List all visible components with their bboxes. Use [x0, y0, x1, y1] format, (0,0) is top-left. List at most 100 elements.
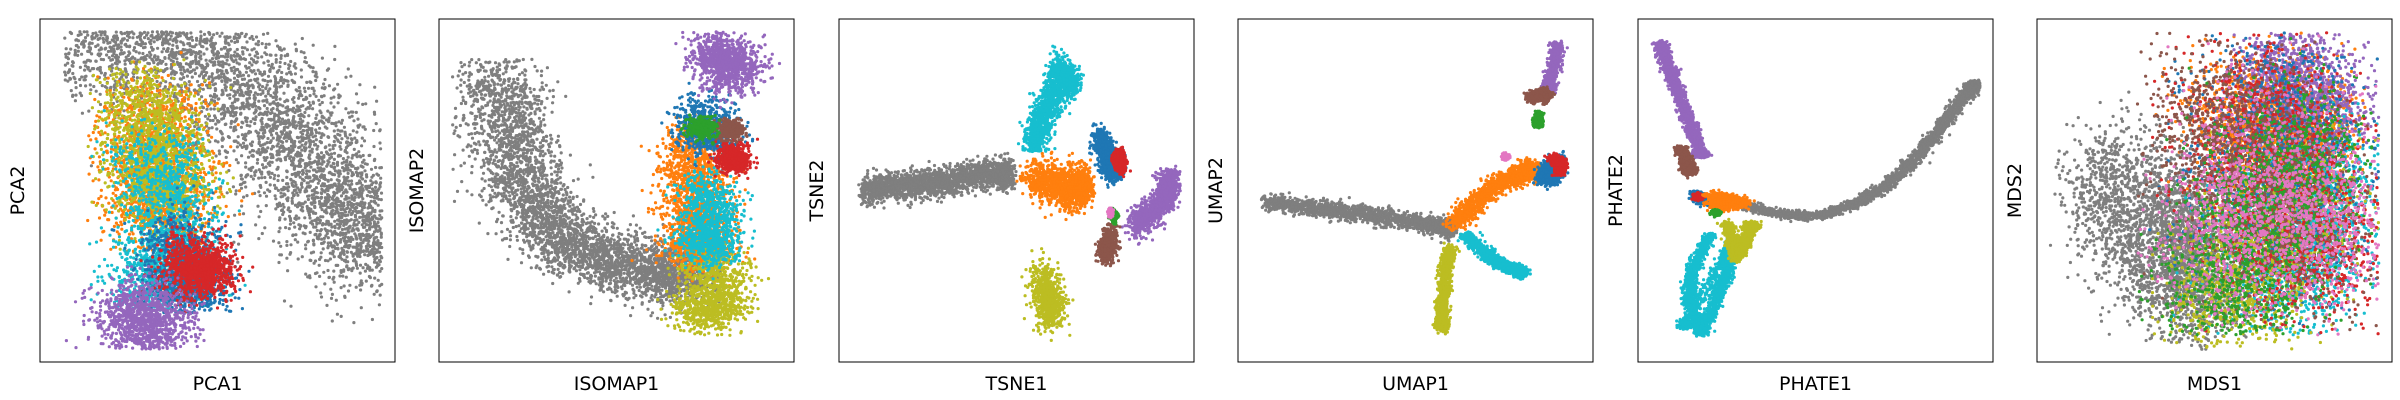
- data-point: [185, 32, 188, 35]
- data-point: [80, 94, 83, 97]
- data-point: [207, 127, 210, 130]
- data-point: [288, 64, 291, 67]
- data-point: [280, 85, 283, 88]
- data-point: [205, 59, 208, 62]
- data-point: [213, 114, 216, 117]
- data-point: [336, 129, 339, 132]
- data-point: [301, 178, 304, 181]
- data-point: [115, 62, 118, 65]
- data-point: [240, 183, 243, 186]
- data-point: [170, 66, 173, 69]
- data-point: [324, 208, 327, 211]
- data-point: [360, 144, 363, 147]
- data-point: [226, 191, 229, 194]
- data-point: [280, 76, 283, 79]
- data-point: [348, 116, 351, 119]
- data-point: [220, 48, 223, 51]
- data-point: [228, 36, 231, 39]
- data-point: [279, 112, 282, 115]
- data-point: [102, 58, 105, 61]
- data-point: [289, 60, 292, 63]
- data-point: [321, 57, 324, 60]
- data-point: [285, 169, 288, 172]
- data-point: [276, 179, 279, 182]
- data-point: [176, 83, 179, 86]
- data-point: [355, 111, 358, 114]
- data-point: [220, 32, 223, 35]
- data-point: [273, 126, 276, 129]
- data-point: [357, 101, 360, 104]
- data-point: [191, 45, 194, 48]
- data-point: [117, 56, 120, 59]
- data-point: [241, 52, 244, 55]
- data-point: [314, 117, 317, 120]
- data-point: [230, 40, 233, 43]
- data-point: [264, 124, 267, 127]
- data-point: [304, 143, 307, 146]
- data-point: [312, 140, 315, 143]
- data-point: [260, 55, 263, 58]
- data-point: [235, 189, 238, 192]
- data-point: [314, 226, 317, 229]
- data-point: [95, 35, 98, 38]
- data-point: [248, 93, 251, 96]
- data-point: [312, 66, 315, 69]
- data-point: [243, 134, 246, 137]
- data-point: [89, 83, 92, 86]
- data-point: [257, 40, 260, 43]
- data-point: [223, 35, 226, 38]
- data-point: [288, 71, 291, 74]
- data-point: [370, 168, 373, 171]
- data-point: [374, 186, 377, 189]
- data-point: [256, 158, 259, 161]
- data-point: [195, 66, 198, 69]
- data-point: [197, 60, 200, 63]
- data-point: [375, 100, 378, 103]
- data-point: [188, 42, 191, 45]
- data-point: [264, 46, 267, 49]
- data-point: [363, 169, 366, 172]
- data-point: [137, 43, 140, 46]
- data-point: [203, 38, 206, 41]
- data-point: [364, 185, 367, 188]
- data-point: [163, 57, 166, 60]
- data-point: [222, 63, 225, 66]
- data-point: [372, 129, 375, 132]
- data-point: [230, 120, 233, 123]
- data-point: [355, 131, 358, 134]
- data-point: [312, 44, 315, 47]
- data-point: [252, 38, 255, 41]
- data-point: [236, 61, 239, 64]
- data-point: [90, 52, 93, 55]
- data-point: [204, 115, 207, 118]
- data-point: [313, 160, 316, 163]
- data-point: [274, 39, 277, 42]
- data-point: [283, 62, 286, 65]
- data-point: [344, 132, 347, 135]
- data-point: [328, 148, 331, 151]
- data-point: [241, 121, 244, 124]
- data-point: [214, 87, 217, 90]
- data-point: [313, 168, 316, 171]
- data-point: [246, 87, 249, 90]
- data-point: [236, 99, 239, 102]
- data-point: [253, 47, 256, 50]
- data-point: [221, 89, 224, 92]
- data-point: [341, 162, 344, 165]
- data-point: [308, 145, 311, 148]
- data-point: [224, 79, 227, 82]
- data-point: [291, 162, 294, 165]
- data-point: [86, 34, 89, 37]
- data-point: [350, 138, 353, 141]
- data-point: [198, 74, 201, 77]
- data-point: [235, 106, 238, 109]
- data-point: [364, 270, 367, 273]
- data-point: [162, 32, 165, 35]
- data-point: [336, 83, 339, 86]
- data-point: [246, 124, 249, 127]
- data-point: [257, 100, 260, 103]
- data-point: [336, 133, 339, 136]
- data-point: [233, 214, 236, 217]
- data-point: [353, 137, 356, 140]
- data-point: [279, 61, 282, 64]
